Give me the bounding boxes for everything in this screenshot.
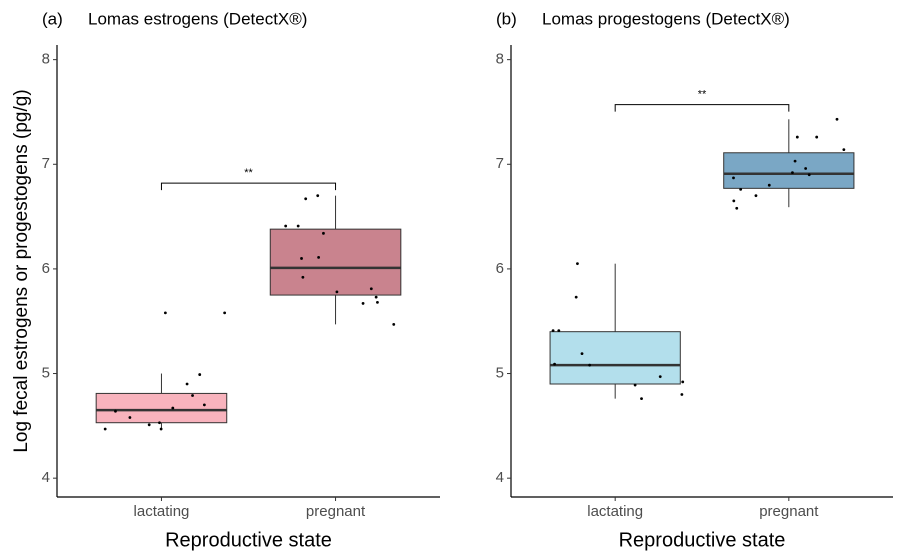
data-point [374, 295, 378, 299]
chart-title: Lomas estrogens (DetectX®) [88, 9, 307, 28]
significance-label: ** [698, 89, 707, 101]
x-tick-label: pregnant [759, 503, 819, 520]
data-point [553, 362, 556, 366]
x-axis-title: Reproductive state [619, 529, 786, 551]
y-tick-label: 6 [496, 260, 504, 277]
box [269, 228, 402, 296]
data-point [791, 171, 794, 175]
data-point [300, 257, 303, 260]
data-point [588, 363, 592, 367]
y-tick-label: 5 [496, 365, 504, 382]
data-point [754, 194, 758, 198]
data-point [815, 135, 819, 139]
data-point [171, 406, 175, 410]
y-tick-label: 4 [496, 469, 504, 486]
box [95, 392, 228, 424]
data-point [576, 262, 579, 266]
data-point [317, 255, 321, 259]
y-tick-label: 5 [42, 365, 50, 382]
data-point [680, 393, 684, 396]
data-point [191, 394, 194, 397]
data-point [361, 302, 365, 305]
panel-label: (b) [496, 9, 517, 28]
data-point [284, 224, 288, 228]
data-point [633, 383, 637, 387]
y-tick-label: 7 [496, 155, 504, 172]
data-point [128, 416, 132, 419]
x-tick-label: lactating [134, 503, 190, 520]
data-point [185, 382, 189, 386]
chart-title: Lomas progestogens (DetectX®) [542, 9, 790, 28]
data-point [304, 197, 308, 201]
panel-label: (a) [42, 9, 63, 28]
data-point [335, 290, 339, 294]
significance-label: ** [244, 167, 253, 179]
data-point [376, 300, 379, 304]
data-point [223, 311, 227, 315]
data-point [767, 183, 771, 187]
significance-bracket [614, 104, 790, 112]
data-point [392, 322, 396, 326]
data-point [807, 173, 811, 177]
data-point [835, 117, 839, 121]
data-point [316, 194, 320, 198]
data-point [580, 352, 584, 356]
data-point [198, 373, 202, 376]
y-tick-label: 6 [42, 260, 50, 277]
data-point [795, 135, 799, 139]
data-point [557, 329, 561, 333]
y-tick-label: 8 [496, 51, 504, 68]
data-point [202, 403, 206, 407]
data-point [658, 375, 662, 379]
data-point [322, 231, 325, 235]
y-tick-label: 4 [42, 469, 50, 486]
x-tick-label: pregnant [306, 503, 366, 520]
y-axis-title: Log fecal estrogens or progestogens (pg/… [11, 89, 32, 452]
x-axis-title: Reproductive state [165, 529, 332, 551]
data-point [732, 199, 736, 203]
significance-bracket [160, 182, 337, 191]
box [549, 331, 681, 385]
box [723, 152, 855, 189]
data-point [804, 167, 808, 170]
data-point [640, 397, 643, 401]
data-point [842, 148, 846, 152]
data-point [158, 421, 161, 425]
y-tick-label: 8 [42, 51, 50, 68]
data-point [732, 176, 735, 180]
data-point [296, 224, 300, 228]
data-point [735, 206, 739, 210]
data-point [103, 427, 107, 431]
data-point [301, 275, 305, 279]
data-point [114, 409, 117, 413]
x-tick-label: lactating [587, 503, 643, 520]
data-point [159, 427, 163, 431]
y-tick-label: 7 [42, 155, 50, 172]
data-point [739, 187, 743, 191]
data-point [793, 159, 797, 163]
data-point [551, 329, 555, 333]
data-point [163, 311, 167, 315]
data-point [147, 423, 151, 427]
data-point [369, 287, 373, 291]
data-point [574, 295, 578, 299]
data-point [681, 380, 685, 384]
